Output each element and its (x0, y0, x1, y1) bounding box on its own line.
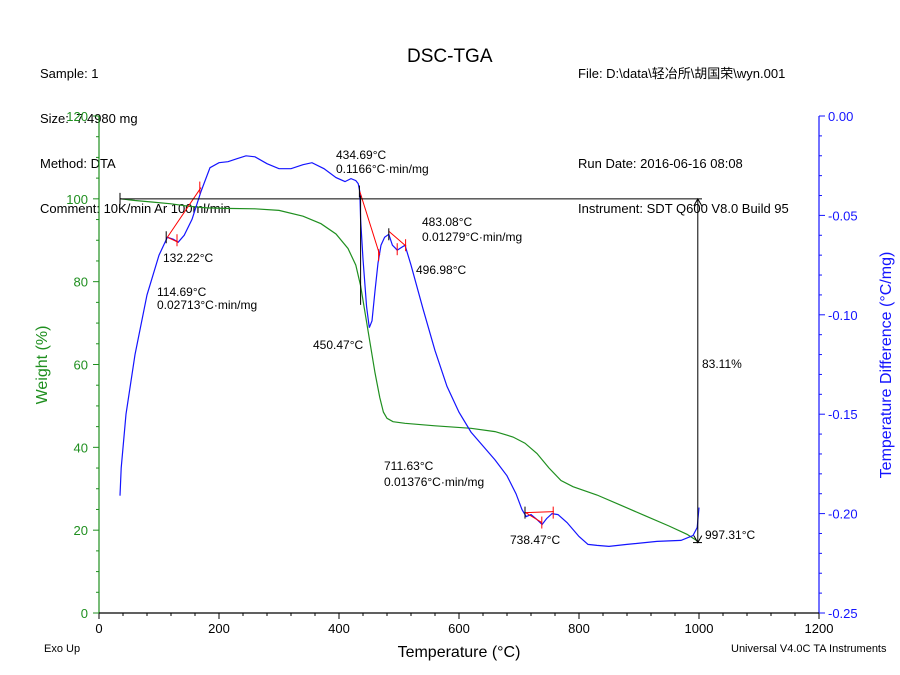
annotation-label: 114.69°C (157, 285, 207, 299)
annotation-value: 0.1166°C·min/mg (336, 162, 429, 176)
baseline-tangent-1 (166, 187, 202, 238)
annotation-label: 450.47°C (313, 338, 364, 352)
left-tick-label: 120 (66, 109, 88, 124)
annotation-label: 132.22°C (163, 251, 214, 265)
instrument-label: Instrument: SDT Q600 V8.0 Build 95 (578, 201, 789, 216)
comment-label: Comment: 10K/min Ar 100ml/min (40, 201, 231, 216)
annotation-value: 0.01279°C·min/mg (422, 230, 522, 244)
right-tick-label: -0.05 (828, 208, 858, 223)
right-tick-label: -0.20 (828, 507, 858, 522)
right-y-axis-label: Temperature Difference (°C/mg) (878, 252, 895, 479)
sample-label: Sample: 1 (40, 66, 99, 81)
bracket-arrow-top (693, 197, 703, 207)
left-tick-label: 100 (66, 192, 88, 207)
left-tick-label: 0 (81, 606, 88, 621)
baseline-tangent-4b (525, 512, 543, 523)
left-tick-label: 60 (74, 358, 88, 373)
annotation-label: 711.63°C (384, 459, 434, 473)
annotation-marks (119, 181, 703, 544)
left-tick-label: 40 (74, 440, 88, 455)
size-label: Size: 7.4980 mg (40, 111, 138, 126)
annotation-label: 483.08°C (422, 215, 473, 229)
x-axis: 0 200 400 600 800 1000 1200 (95, 613, 833, 636)
left-y-axis-label: Weight (%) (34, 326, 51, 405)
left-y-axis: 0 20 40 60 80 100 120 (66, 109, 99, 621)
software-label: Universal V4.0C TA Instruments (731, 643, 887, 655)
annotation-value: 0.01376°C·min/mg (384, 475, 484, 489)
right-y-axis: -0.25 -0.20 -0.15 -0.10 -0.05 0.00 (819, 109, 858, 621)
right-tick-label: -0.10 (828, 308, 858, 323)
right-tick-label: -0.15 (828, 407, 858, 422)
annotation-label: 496.98°C (416, 263, 467, 277)
sample-info: Sample: 1 Size: 7.4980 mg Method: DTA Co… (40, 36, 231, 231)
left-tick-label: 20 (74, 523, 88, 538)
annotation-value: 0.02713°C·min/mg (157, 298, 257, 312)
file-label: File: D:\data\轻冶所\胡国荣\wyn.001 (578, 66, 786, 81)
x-axis-label: Temperature (°C) (398, 644, 521, 661)
x-tick-label: 200 (208, 621, 230, 636)
baseline-tangent-2 (359, 191, 381, 256)
right-tick-label: 0.00 (828, 109, 853, 124)
x-tick-label: 0 (95, 621, 102, 636)
annotation-label: 83.11% (702, 357, 742, 371)
annotation-labels: 132.22°C 114.69°C0.02713°C·min/mg 434.69°C… (157, 148, 756, 547)
x-tick-label: 400 (328, 621, 350, 636)
x-tick-label: 1200 (805, 621, 834, 636)
bracket-arrow-bottom (693, 535, 703, 544)
x-tick-label: 1000 (685, 621, 714, 636)
baseline-tangent-1b (167, 236, 179, 243)
baseline-tangent-3 (388, 230, 407, 247)
annotation-label: 997.31°C (705, 528, 756, 542)
x-tick-label: 600 (448, 621, 470, 636)
annotation-label: 738.47°C (510, 533, 561, 547)
exo-up-label: Exo Up (44, 643, 81, 655)
weight-curve (119, 198, 700, 544)
right-tick-label: -0.25 (828, 606, 858, 621)
left-tick-label: 80 (74, 275, 88, 290)
x-tick-label: 800 (568, 621, 590, 636)
baseline-tangent-4 (525, 511, 554, 514)
run-info: File: D:\data\轻冶所\胡国荣\wyn.001 Run Date: … (578, 36, 789, 231)
annotation-label: 434.69°C (336, 148, 387, 162)
chart-title: DSC-TGA (407, 46, 493, 67)
run-date-label: Run Date: 2016-06-16 08:08 (578, 156, 743, 171)
method-label: Method: DTA (40, 156, 116, 171)
